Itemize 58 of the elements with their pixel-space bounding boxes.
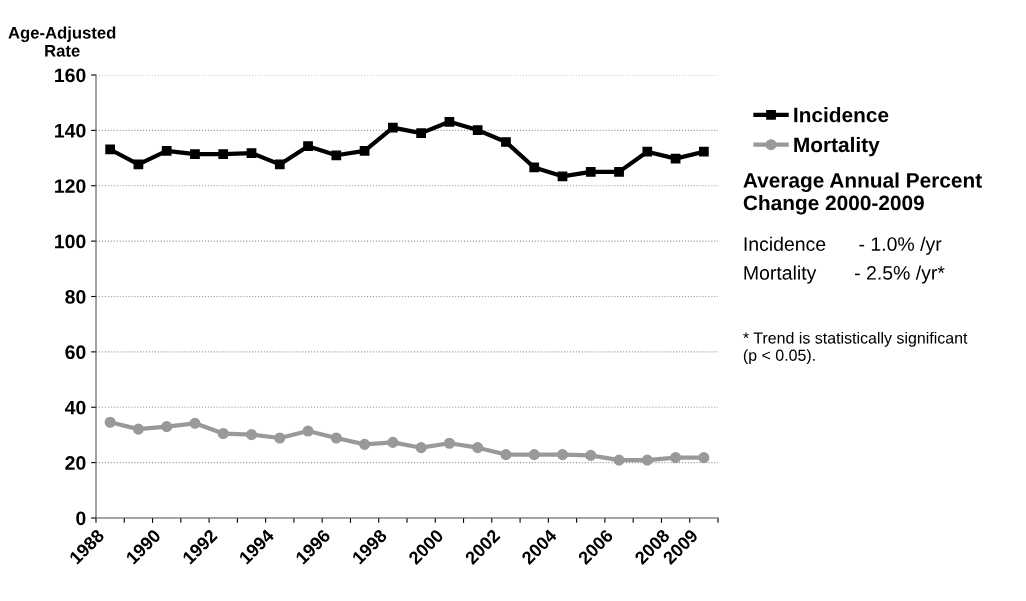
point [387, 436, 399, 448]
y-axis-title: Age-Adjusted Rate [8, 26, 116, 57]
y-tick-label: 20 [65, 456, 86, 470]
point [444, 116, 455, 127]
text: * Trend is statistically significant (p < 0.05). [743, 331, 968, 365]
point [359, 146, 370, 156]
point [585, 449, 597, 461]
point [472, 442, 484, 454]
point [698, 452, 710, 464]
point [416, 128, 426, 139]
point [330, 432, 342, 444]
point [359, 438, 371, 450]
point [388, 122, 398, 133]
y-tick-label: 160 [55, 68, 86, 83]
point [500, 449, 512, 461]
text: Incidence - 1.0% /yr [744, 236, 942, 255]
point [642, 146, 653, 157]
point [132, 423, 144, 435]
y-tick-label: 0 [76, 511, 86, 526]
point [556, 449, 569, 461]
point [557, 171, 568, 182]
point [189, 417, 201, 429]
point [274, 159, 285, 170]
point [218, 149, 229, 160]
point [585, 167, 596, 177]
point [105, 144, 115, 155]
y-tick-label: 140 [55, 123, 86, 138]
point [303, 141, 313, 152]
point [528, 449, 540, 461]
point [670, 452, 682, 464]
point [415, 442, 427, 454]
y-tick-label: 120 [55, 179, 86, 193]
point [613, 454, 625, 466]
point [274, 432, 286, 444]
text: Mortality - 2.5% /yr* [744, 265, 945, 284]
point [331, 150, 342, 161]
y-tick-label: 40 [64, 400, 86, 415]
point [246, 148, 257, 158]
point [245, 429, 258, 441]
y-tick-label: 80 [65, 289, 86, 304]
text: Average Annual Percent Change 2000-2009 [743, 172, 982, 215]
point [161, 146, 172, 156]
point [104, 416, 116, 428]
point [529, 162, 540, 173]
point [302, 425, 314, 437]
legend-label: Mortality [794, 136, 880, 157]
point [614, 167, 624, 177]
point [443, 437, 455, 449]
y-tick-label: 100 [55, 234, 86, 249]
point [641, 454, 653, 466]
point [699, 146, 709, 157]
legend-label: Incidence [794, 107, 889, 123]
y-tick-label: 60 [65, 345, 86, 360]
point [472, 125, 483, 135]
point [161, 421, 173, 433]
point [190, 149, 200, 160]
point [501, 137, 511, 147]
point [217, 427, 229, 440]
